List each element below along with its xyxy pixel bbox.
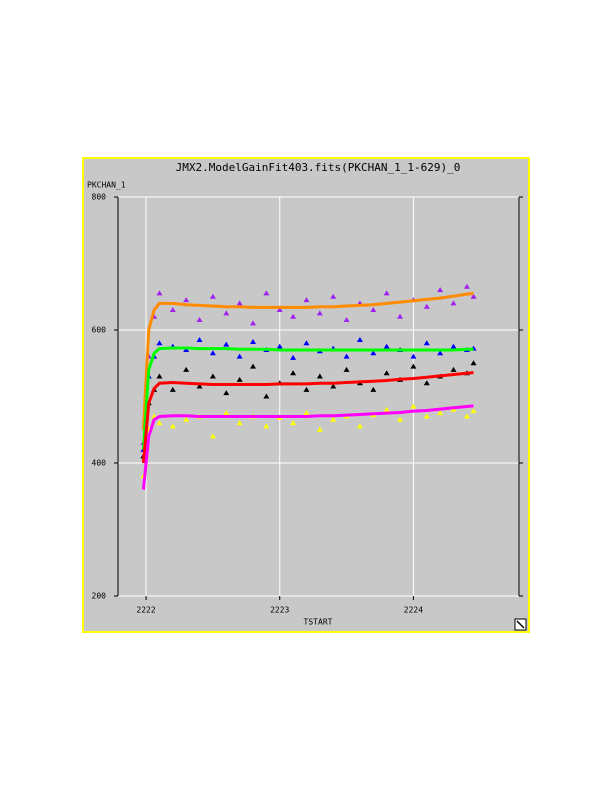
point [276,343,283,349]
y-tick-label: 200 [92,592,107,601]
point [437,410,444,416]
point [423,340,430,346]
point [169,423,176,429]
point [156,340,163,346]
point [450,343,457,349]
point [423,380,430,386]
point [370,307,377,313]
point [303,340,310,346]
point [450,300,457,306]
point [196,336,203,342]
point [169,307,176,313]
x-tick-label: 2223 [270,606,289,615]
point [330,416,337,422]
y-tick-label: 600 [92,326,107,335]
point [423,303,430,309]
x-axis-label: TSTART [304,618,333,627]
point [156,290,163,296]
point [397,313,404,319]
point [183,366,190,372]
point [470,293,477,299]
point [383,343,390,349]
point [303,386,310,392]
point [250,338,257,344]
point [209,373,216,379]
point [223,341,230,347]
point [209,433,216,439]
point [209,350,216,356]
point [290,354,297,360]
fit-line [141,371,474,464]
point [263,290,270,296]
point [156,420,163,426]
point [343,317,350,323]
point [223,310,230,316]
point [209,293,216,299]
point [316,310,323,316]
point [463,413,470,419]
point [356,336,363,342]
point [356,423,363,429]
point [263,423,270,429]
point [196,383,203,389]
point [183,416,190,422]
point [410,353,417,359]
y-tick-label: 400 [92,459,107,468]
chart-title: JMX2.ModelGainFit403.fits(PKCHAN_1_1-629… [176,161,461,174]
point [383,406,390,412]
point [343,353,350,359]
point [183,297,190,303]
point [316,426,323,432]
point [370,386,377,392]
point [223,410,230,416]
point [343,366,350,372]
x-tick-label: 2222 [136,606,155,615]
resize-icon[interactable] [514,618,527,631]
point [250,320,257,326]
y-tick-label: 800 [92,193,107,202]
point [316,373,323,379]
x-tick-label: 2224 [404,606,423,615]
point [410,363,417,369]
point [196,317,203,323]
point [236,376,243,382]
point [470,360,477,366]
point [263,393,270,399]
point [303,297,310,303]
point [303,410,310,416]
point [410,403,417,409]
point [236,353,243,359]
point [437,287,444,293]
point [397,416,404,422]
point [156,373,163,379]
panel [82,157,530,633]
point [276,307,283,313]
fit-line [141,346,474,450]
point [463,283,470,289]
point [250,363,257,369]
point [236,420,243,426]
point [383,290,390,296]
point [223,390,230,396]
point [330,383,337,389]
fit-line [141,404,474,490]
point [423,413,430,419]
point [290,313,297,319]
point [290,420,297,426]
point [330,293,337,299]
point [470,408,477,414]
point [290,370,297,376]
point [169,386,176,392]
point [370,350,377,356]
point [450,366,457,372]
point [437,350,444,356]
point [236,300,243,306]
y-axis-label: PKCHAN_1 [87,181,126,190]
fit-line [141,291,474,430]
point [383,370,390,376]
